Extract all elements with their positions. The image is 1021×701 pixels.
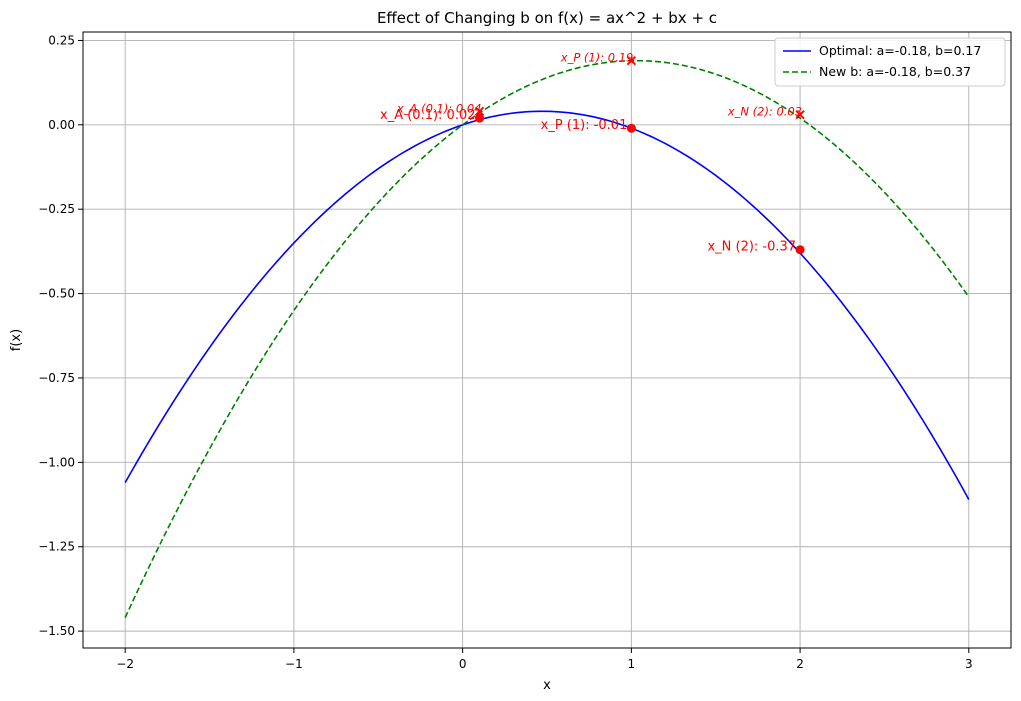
ticks: −2 −1 0 1 2 3 0.25 0.00 −0.25 −0.50 −0.75 −1.00 −1.2… (38, 33, 972, 671)
legend: Optimal: a=-0.18, b=0.17 New b: a=-0.18,… (774, 37, 1006, 87)
marker-x-stroke (474, 106, 485, 116)
point-annotation: x_N (2): -0.37 (707, 240, 796, 255)
point-annotation-italic: x_A (0.1): 0.04 (396, 101, 481, 115)
point-marker-x (626, 56, 637, 66)
legend-label-new-b: New b: a=-0.18, b=0.37 (819, 64, 971, 79)
point-annotation: x_A (0.1): 0.02 (380, 108, 476, 123)
point-annotation-italic: x_P (1): 0.19 (560, 51, 634, 65)
point-annotation-italic: x_N (2): 0.03 (727, 105, 802, 119)
markers (474, 56, 805, 255)
point-marker-circle (795, 245, 805, 255)
y-tick-label: 0.25 (48, 33, 75, 47)
x-tick-label: 1 (628, 657, 636, 671)
y-tick-label: −1.25 (38, 540, 75, 554)
series-line-0 (124, 110, 970, 500)
x-axis-label: x (543, 678, 551, 693)
x-tick-label: 0 (459, 657, 467, 671)
grid (83, 32, 1011, 648)
y-tick-label: −1.50 (38, 624, 75, 638)
point-marker-circle (475, 113, 485, 123)
series-line-1 (124, 59, 970, 618)
x-tick-label: 2 (796, 657, 804, 671)
y-axis-label: f(x) (9, 329, 24, 351)
legend-box (774, 37, 1006, 87)
y-tick-label: −0.50 (38, 287, 75, 301)
x-tick-label: −2 (116, 657, 134, 671)
y-tick-label: −0.25 (38, 202, 75, 216)
y-tick-label: −1.00 (38, 455, 75, 469)
legend-label-optimal: Optimal: a=-0.18, b=0.17 (819, 43, 981, 58)
point-marker-circle (626, 123, 636, 133)
x-tick-label: −1 (285, 657, 303, 671)
marker-x-stroke (795, 110, 805, 120)
point-marker-x (474, 106, 485, 116)
chart-title: Effect of Changing b on f(x) = ax^2 + bx… (377, 9, 717, 27)
point-annotation: x_P (1): -0.01 (541, 118, 628, 133)
y-tick-label: 0.00 (48, 118, 75, 132)
marker-x-stroke (626, 56, 637, 66)
plot-frame (82, 31, 1012, 649)
annotations: x_A (0.1): 0.02 x_P (1): -0.01 x_N (2): -0… (380, 51, 802, 255)
point-marker-x (795, 110, 805, 120)
curves (124, 59, 970, 618)
x-tick-label: 3 (965, 657, 973, 671)
y-tick-label: −0.75 (38, 371, 75, 385)
